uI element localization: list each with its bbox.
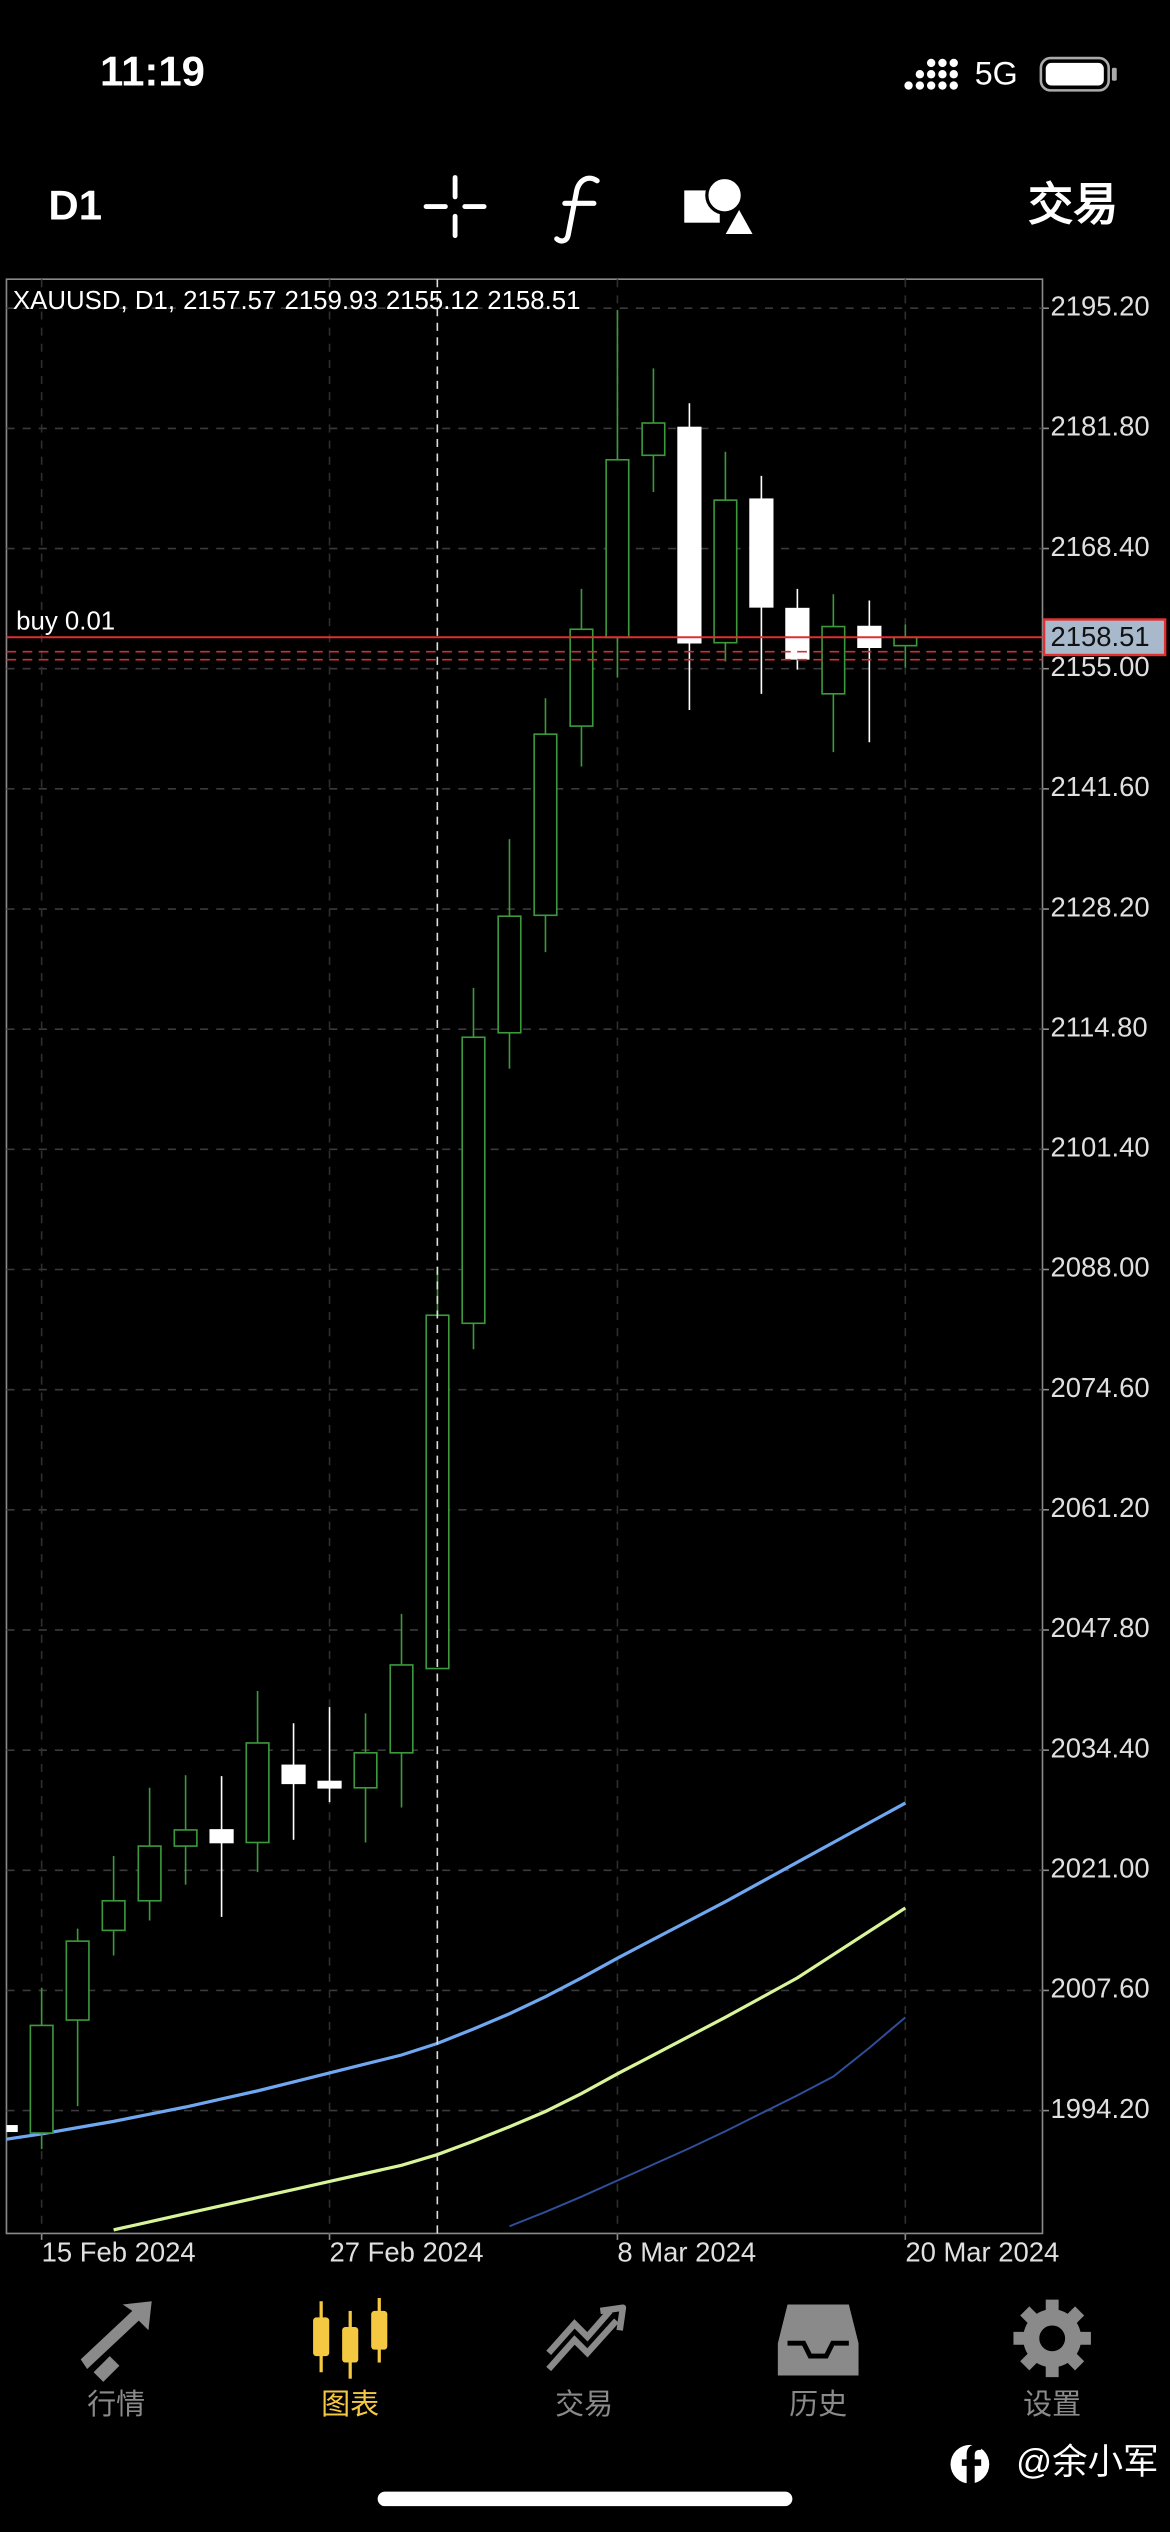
candle-body (353, 1752, 378, 1789)
home-indicator (377, 2491, 793, 2507)
candle-body (317, 1780, 342, 1789)
tab-label[interactable]: 交易 (555, 2388, 613, 2421)
header-open: 2157.57 (183, 287, 276, 315)
candle-body (497, 915, 522, 1034)
y-tick-label: 2034.40 (1051, 1732, 1150, 1763)
tab-label[interactable]: 设置 (1023, 2389, 1081, 2421)
candle-body (173, 1829, 198, 1847)
tab-label[interactable]: 行情 (87, 2388, 145, 2421)
indicators-button[interactable] (554, 175, 600, 244)
header-high: 2159.93 (284, 287, 377, 315)
candle-body (389, 1664, 414, 1754)
candle-body (137, 1845, 162, 1902)
x-tick-label: 20 Mar 2024 (905, 2237, 1059, 2268)
y-tick-label: 2181.80 (1051, 411, 1150, 442)
candle-body (893, 636, 918, 647)
tab-icon-trade[interactable] (546, 2304, 627, 2372)
network-label: 5G (975, 55, 1018, 91)
x-tick-label: 8 Mar 2024 (617, 2237, 756, 2268)
tab-icon-chart[interactable] (313, 2298, 388, 2379)
tab-icon-history[interactable] (777, 2304, 859, 2376)
trade-button[interactable]: 交易 (1028, 179, 1118, 230)
candle-body (461, 1036, 486, 1325)
y-tick-label: 2101.40 (1051, 1132, 1150, 1163)
y-tick-label: 2047.80 (1051, 1612, 1150, 1643)
y-tick-label: 2021.00 (1051, 1853, 1150, 1884)
y-tick-label: 2074.60 (1051, 1372, 1150, 1403)
candle-body (281, 1764, 306, 1785)
y-tick-label: 2088.00 (1051, 1252, 1150, 1283)
candle-body (101, 1899, 126, 1932)
price-label-box (1042, 618, 1167, 657)
candle-body (785, 607, 810, 660)
candle-body (605, 458, 630, 639)
trade-level-label: buy 0.01 (16, 607, 115, 635)
objects-button[interactable] (684, 175, 758, 238)
tab-icon-settings[interactable] (1013, 2299, 1091, 2378)
moving-average-line (113, 1906, 907, 2232)
moving-average-line (6, 1801, 907, 2141)
tab-icon-quotes[interactable] (80, 2301, 152, 2382)
candle-body (533, 733, 558, 917)
moving-average-line (509, 2016, 906, 2228)
candle-body (749, 498, 774, 608)
chart-header: XAUUSD, D1, 2157.57 2159.93 2155.12 2158.51 (13, 287, 581, 315)
y-tick-label: 2195.20 (1051, 290, 1150, 321)
plot-area (6, 279, 1043, 2234)
candle-body (65, 1940, 90, 2021)
candle-body (29, 2024, 54, 2134)
chart-title: XAUUSD, D1, (13, 287, 175, 315)
timeframe-button[interactable]: D1 (48, 181, 102, 228)
header-low: 2155.12 (386, 287, 479, 315)
price-label: 2158.51 (1051, 621, 1150, 652)
y-tick-label: 2168.40 (1051, 531, 1150, 562)
signal-icon (904, 58, 958, 90)
watermark: @余小军 (1016, 2442, 1159, 2482)
watermark-icon (950, 2444, 990, 2484)
tab-bar: 行情 图表 交易 历史 设置 (87, 2388, 1081, 2421)
x-tick-label: 15 Feb 2024 (42, 2237, 196, 2268)
candle-body (641, 422, 666, 457)
candle-body (209, 1829, 234, 1844)
candle-body (245, 1742, 270, 1844)
y-tick-label: 2061.20 (1051, 1492, 1150, 1523)
battery-icon (1039, 56, 1117, 92)
y-tick-label: 2007.60 (1051, 1973, 1150, 2004)
x-tick-label: 27 Feb 2024 (330, 2237, 484, 2268)
chart: 2195.202181.802168.402155.002141.602128.… (6, 279, 1167, 2268)
plot-frame (5, 278, 1044, 2235)
header-close: 2158.51 (487, 287, 580, 315)
status-time: 11:19 (100, 47, 205, 94)
candle-body (713, 499, 738, 644)
tab-label[interactable]: 图表 (321, 2388, 379, 2421)
candle-body (569, 628, 594, 727)
y-tick-label: 2141.60 (1051, 771, 1150, 802)
y-tick-label: 1994.20 (1051, 2093, 1150, 2124)
candle-body (6, 2125, 18, 2133)
candle-body (677, 426, 702, 644)
tab-label[interactable]: 历史 (789, 2388, 847, 2421)
crosshair-button[interactable] (423, 175, 487, 239)
y-tick-label: 2128.20 (1051, 891, 1150, 922)
y-tick-label: 2114.80 (1051, 1011, 1148, 1042)
